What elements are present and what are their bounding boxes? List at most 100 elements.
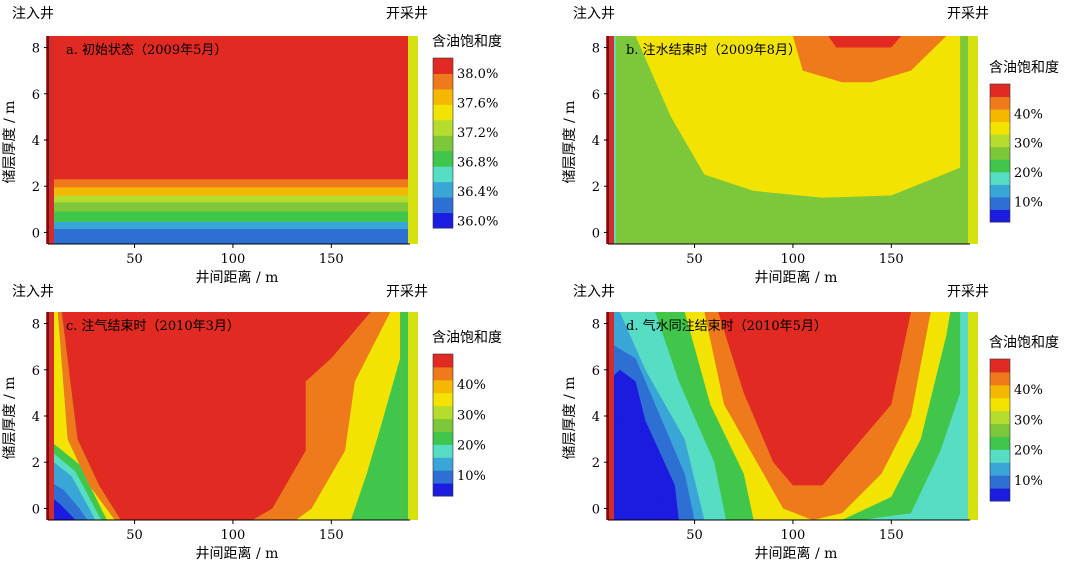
colorbar-swatch: [990, 121, 1010, 135]
panel-a: 50 100 150 0 2 4 6 8 井间距离 / m 储层厚度 / m a. 初始状态（200…: [2, 6, 502, 286]
colorbar-tick-label: 20%: [1014, 166, 1043, 181]
y-tick-label: 8: [592, 42, 600, 57]
panel-title: a. 初始状态（2009年5月）: [66, 43, 227, 58]
colorbar-swatch: [990, 109, 1010, 123]
colorbar-tick-label: 30%: [457, 408, 486, 423]
colorbar-swatch: [990, 371, 1010, 386]
colorbar-tick-label: 40%: [1014, 107, 1043, 122]
colorbar-swatch: [990, 134, 1010, 148]
colorbar-swatch: [990, 488, 1010, 502]
injection-well-bar: [606, 312, 614, 520]
production-well-label: 开采井: [947, 6, 989, 22]
y-tick-label: 2: [592, 180, 600, 195]
y-axis-label: 储层厚度 / m: [562, 377, 578, 460]
panel-title: d. 气水同注结束时（2010年5月）: [626, 318, 827, 334]
colorbar-tick-label: 36.8%: [457, 155, 498, 170]
y-axis-label: 储层厚度 / m: [2, 377, 18, 460]
y-tick-label: 2: [32, 180, 40, 195]
colorbar-swatch: [990, 84, 1010, 98]
x-axis-label: 井间距离 / m: [755, 269, 838, 286]
colorbar-swatch: [990, 449, 1010, 463]
y-tick-label: 6: [592, 88, 600, 103]
injection-well-label: 注入井: [12, 6, 54, 22]
colorbar-swatch: [433, 457, 453, 471]
colorbar-tick-label: 30%: [1014, 137, 1043, 152]
y-axis-label: 储层厚度 / m: [562, 101, 578, 184]
injection-well-bar: [606, 36, 614, 244]
production-well-bar: [968, 312, 978, 520]
x-tick-label: 150: [879, 252, 904, 267]
colorbar-swatch: [990, 146, 1010, 160]
colorbar-swatch: [433, 405, 453, 420]
x-tick-label: 50: [126, 252, 143, 267]
colorbar-swatch: [990, 462, 1010, 476]
panel-b: 50 100 150 0 2 4 6 8 井间距离 / m 储层厚度 / m b. 注水结束时（20…: [562, 6, 1059, 286]
x-axis-label: 井间距离 / m: [196, 545, 279, 562]
colorbar-swatch: [433, 354, 453, 368]
colorbar-swatch: [433, 483, 453, 497]
colorbar-swatch: [433, 212, 453, 229]
production-well-bar: [968, 36, 978, 244]
saturation-region: [48, 439, 108, 520]
panel-c: 50 100 150 0 2 4 6 8 井间距离 / m 储层厚度 / m c. 注气结束时（20…: [2, 284, 502, 562]
colorbar-title: 含油饱和度: [989, 335, 1059, 351]
injection-well-label: 注入井: [573, 6, 615, 22]
colorbar-swatch: [433, 444, 453, 458]
y-tick-label: 4: [592, 134, 600, 149]
colorbar-swatch: [433, 58, 453, 74]
production-well-label: 开采井: [947, 284, 989, 300]
colorbar-tick-label: 10%: [1014, 195, 1043, 210]
x-tick-label: 100: [781, 252, 806, 267]
y-tick-label: 0: [32, 226, 40, 241]
y-tick-label: 4: [32, 134, 40, 149]
plot-area: [48, 36, 410, 244]
colorbar-tick-label: 40%: [457, 378, 486, 393]
x-tick-label: 100: [221, 252, 246, 267]
colorbar-swatch: [990, 209, 1010, 223]
colorbar-tick-label: 10%: [1014, 474, 1043, 489]
colorbar-title: 含油饱和度: [989, 60, 1059, 76]
colorbar-swatch: [990, 196, 1010, 210]
saturation-region: [608, 416, 671, 520]
y-tick-label: 8: [32, 318, 40, 333]
colorbar-swatch: [990, 423, 1010, 437]
colorbar-swatch: [990, 359, 1010, 373]
colorbar-swatch: [433, 418, 453, 432]
y-tick-label: 2: [592, 456, 600, 471]
y-tick-label: 6: [592, 364, 600, 379]
colorbar-tick-label: 30%: [1014, 413, 1043, 428]
colorbar-swatch: [990, 475, 1010, 489]
panel-title: c. 注气结束时（2010年3月）: [66, 318, 240, 334]
colorbar-title: 含油饱和度: [432, 34, 502, 50]
colorbar-swatch: [990, 397, 1010, 412]
colorbar-tick-label: 10%: [457, 469, 486, 484]
injection-well-label: 注入井: [12, 284, 54, 300]
x-tick-label: 50: [686, 252, 703, 267]
colorbar-swatch: [433, 104, 453, 121]
colorbar-swatch: [990, 410, 1010, 425]
colorbar-swatch: [433, 197, 453, 214]
colorbar-swatch: [990, 436, 1010, 450]
injection-well-label: 注入井: [573, 284, 615, 300]
colorbar-swatch: [433, 366, 453, 381]
saturation-band: [48, 228, 410, 244]
saturation-region: [57, 312, 121, 520]
y-axis-label: 储层厚度 / m: [2, 101, 18, 184]
x-tick-label: 150: [879, 528, 904, 543]
production-well-bar: [408, 312, 418, 520]
y-tick-label: 2: [32, 456, 40, 471]
x-tick-label: 150: [319, 528, 344, 543]
colorbar-swatch: [433, 431, 453, 445]
colorbar-swatch: [990, 184, 1010, 198]
x-tick-label: 100: [221, 528, 246, 543]
y-tick-label: 4: [592, 410, 600, 425]
saturation-region: [48, 457, 96, 520]
saturation-region: [48, 312, 115, 520]
colorbar-swatch: [433, 181, 453, 198]
colorbar-tick-label: 20%: [1014, 444, 1043, 459]
colorbar-frame: [989, 83, 1011, 223]
x-tick-label: 50: [686, 528, 703, 543]
production-well-label: 开采井: [386, 284, 428, 300]
colorbar-frame: [432, 57, 454, 229]
